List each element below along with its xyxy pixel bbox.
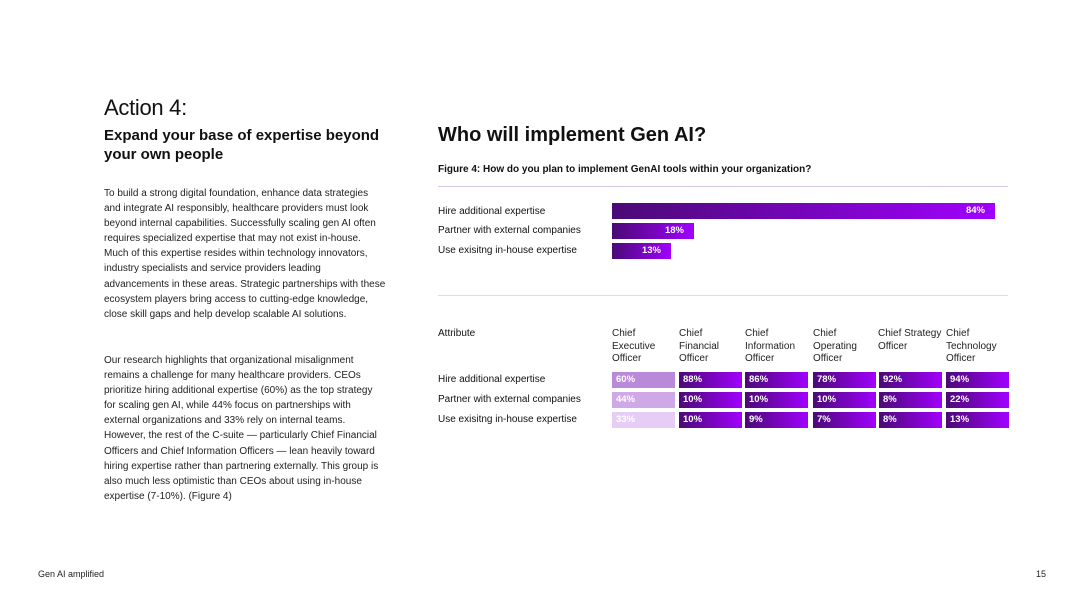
- row-label: Partner with external companies: [438, 394, 581, 405]
- caption-divider: [438, 186, 1008, 187]
- heatmap-cell: 60%: [612, 372, 675, 388]
- bar-label: Use exisitng in-house expertise: [438, 245, 577, 256]
- heatmap-cell-value: 22%: [950, 394, 970, 405]
- column-header: Chief Technology Officer: [946, 328, 997, 364]
- heatmap-cell: 88%: [679, 372, 742, 388]
- heatmap-cell-value: 7%: [817, 414, 831, 425]
- heatmap-cell: 22%: [946, 392, 1009, 408]
- action-subtitle: Expand your base of expertise beyond you…: [104, 127, 380, 163]
- bar-value-label: 84%: [965, 205, 985, 216]
- action-title: Action 4:: [104, 95, 187, 120]
- bar-label: Partner with external companies: [438, 225, 581, 236]
- column-header: Chief Strategy Officer: [878, 328, 942, 352]
- heatmap-cell: 94%: [946, 372, 1009, 388]
- heatmap-cell-value: 10%: [683, 414, 703, 425]
- heatmap-cell: 8%: [879, 392, 942, 408]
- heatmap-cell: 10%: [679, 412, 742, 428]
- row-label: Hire additional expertise: [438, 374, 546, 385]
- heatmap-cell-value: 78%: [817, 374, 837, 385]
- body-paragraph-2: Our research highlights that organizatio…: [104, 355, 379, 502]
- column-header: Chief Financial Officer: [679, 328, 720, 364]
- heatmap-cell-value: 13%: [950, 414, 970, 425]
- column-header: Chief Information Officer: [745, 328, 796, 364]
- heatmap-cell: 10%: [813, 392, 876, 408]
- heatmap-cell: 78%: [813, 372, 876, 388]
- row-label: Use exisitng in-house expertise: [438, 414, 577, 425]
- heatmap-cell: 33%: [612, 412, 675, 428]
- heatmap-cell-value: 60%: [616, 374, 636, 385]
- heatmap-cell: 8%: [879, 412, 942, 428]
- heatmap-cell-value: 8%: [883, 394, 897, 405]
- heatmap-cell: 13%: [946, 412, 1009, 428]
- body-paragraph-1: To build a strong digital foundation, en…: [104, 188, 386, 320]
- chart-divider: [438, 295, 1008, 296]
- heatmap-cell-value: 44%: [616, 394, 636, 405]
- bar: 18%: [612, 223, 694, 239]
- column-header: Chief Executive Officer: [612, 328, 656, 364]
- heatmap-cell-value: 10%: [749, 394, 769, 405]
- bar: 84%: [612, 203, 995, 219]
- heatmap-cell-value: 9%: [749, 414, 763, 425]
- attribute-header: Attribute: [438, 328, 476, 339]
- heatmap-cell: 86%: [745, 372, 808, 388]
- figure-caption: Figure 4: How do you plan to implement G…: [438, 164, 812, 175]
- bar-label: Hire additional expertise: [438, 206, 546, 217]
- bar: 13%: [612, 243, 671, 259]
- column-header: Chief Operating Officer: [813, 328, 857, 364]
- heatmap-cell: 9%: [745, 412, 808, 428]
- heatmap-cell: 92%: [879, 372, 942, 388]
- bar-value-label: 13%: [641, 245, 661, 256]
- heatmap-cell-value: 86%: [749, 374, 769, 385]
- heatmap-cell: 7%: [813, 412, 876, 428]
- heatmap-cell: 44%: [612, 392, 675, 408]
- heatmap-cell-value: 10%: [817, 394, 837, 405]
- heatmap-cell-value: 94%: [950, 374, 970, 385]
- page-number: 15: [1035, 569, 1046, 579]
- heatmap-cell-value: 92%: [883, 374, 903, 385]
- footer-title: Gen AI amplified: [38, 569, 105, 579]
- heatmap-cell-value: 10%: [683, 394, 703, 405]
- bar-value-label: 18%: [664, 225, 684, 236]
- heatmap-cell: 10%: [745, 392, 808, 408]
- heatmap-cell: 10%: [679, 392, 742, 408]
- heatmap-cell-value: 33%: [616, 414, 636, 425]
- main-heading: Who will implement Gen AI?: [438, 124, 707, 146]
- heatmap-cell-value: 88%: [683, 374, 703, 385]
- heatmap-cell-value: 8%: [883, 414, 897, 425]
